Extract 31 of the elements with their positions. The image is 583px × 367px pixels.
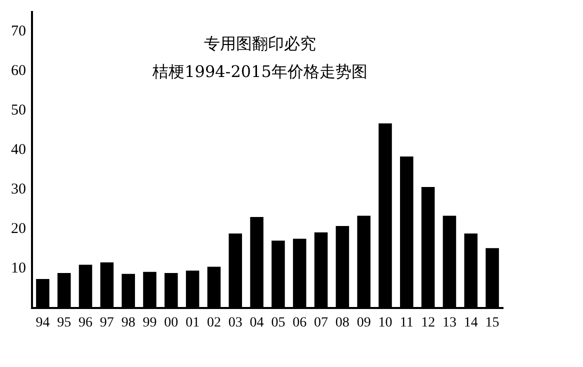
x-tick-label: 04 (250, 315, 264, 330)
text: 专用图翻印必究 (203, 34, 317, 55)
x-tick-label: 01 (186, 315, 200, 330)
x-tick-label: 96 (78, 315, 93, 330)
x-tick-label: 10 (378, 315, 392, 330)
x-tick-label: 08 (335, 315, 350, 330)
x-tick-label: 97 (100, 315, 114, 330)
x-tick-label: 03 (228, 315, 242, 330)
x-tick-label: 02 (206, 315, 221, 330)
y-tick-label: 30 (11, 182, 26, 198)
x-tick-label: 09 (356, 315, 371, 330)
x-tick-label: 06 (292, 315, 307, 330)
x-tick-label: 13 (442, 315, 456, 330)
x-tick-label: 98 (121, 315, 136, 330)
x-tick-label: 95 (57, 315, 72, 330)
x-tick-label: 15 (485, 315, 500, 330)
y-tick-label: 70 (11, 24, 26, 40)
x-tick-label: 12 (421, 315, 436, 330)
x-tick-label: 99 (142, 315, 157, 330)
y-tick-label: 60 (11, 63, 26, 80)
x-tick-label: 14 (464, 315, 478, 330)
text: 桔梗1994-2015年价格走势图 (152, 62, 368, 83)
y-tick-label: 50 (11, 102, 26, 119)
x-tick-label: 11 (400, 315, 414, 330)
x-tick-label: 00 (164, 315, 178, 330)
y-tick-label: 20 (11, 221, 26, 238)
x-tick-label: 07 (314, 315, 328, 330)
y-tick-label: 40 (11, 142, 26, 158)
y-tick-label: 10 (11, 260, 26, 277)
x-tick-label: 94 (36, 315, 50, 330)
x-tick-label: 05 (271, 315, 286, 330)
